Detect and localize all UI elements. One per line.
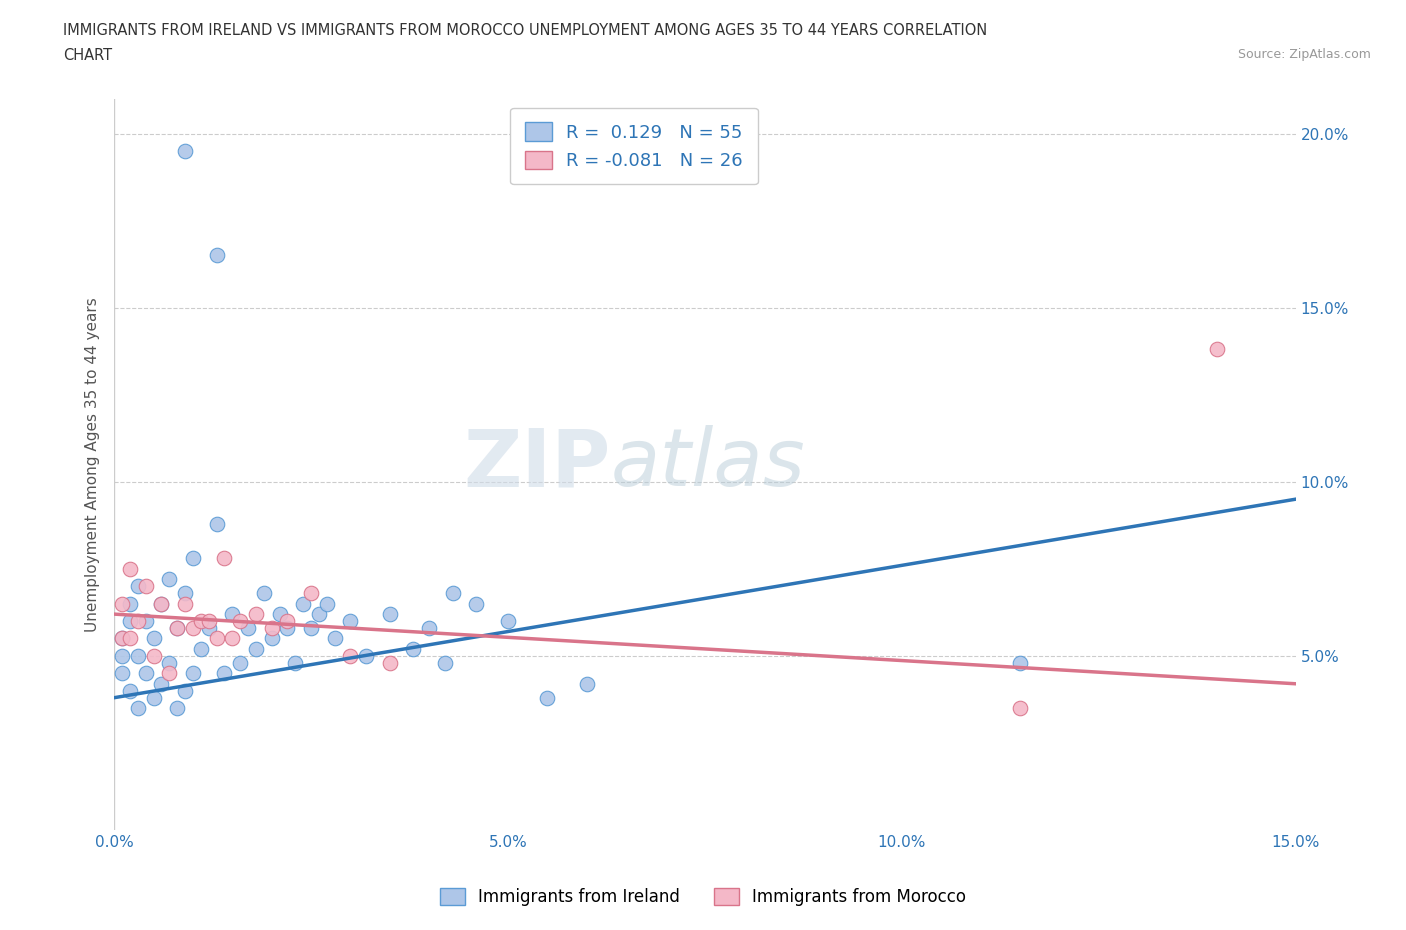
Point — [378, 606, 401, 621]
Point — [575, 676, 598, 691]
Point — [496, 614, 519, 629]
Point — [236, 620, 259, 635]
Point — [166, 620, 188, 635]
Point — [253, 586, 276, 601]
Point — [174, 684, 197, 698]
Point — [150, 596, 173, 611]
Point — [142, 648, 165, 663]
Point — [197, 620, 219, 635]
Point — [418, 620, 440, 635]
Point — [221, 606, 243, 621]
Point — [127, 614, 149, 629]
Point — [214, 551, 236, 565]
Point — [127, 578, 149, 593]
Point — [260, 631, 283, 646]
Point — [299, 586, 322, 601]
Point — [197, 614, 219, 629]
Point — [111, 631, 134, 646]
Point — [181, 620, 204, 635]
Point — [221, 631, 243, 646]
Point — [229, 614, 252, 629]
Text: atlas: atlas — [610, 425, 806, 503]
Point — [402, 642, 425, 657]
Point — [118, 562, 141, 577]
Point — [174, 143, 197, 158]
Point — [118, 614, 141, 629]
Point — [245, 606, 267, 621]
Point — [150, 596, 173, 611]
Point — [378, 656, 401, 671]
Legend: Immigrants from Ireland, Immigrants from Morocco: Immigrants from Ireland, Immigrants from… — [433, 881, 973, 912]
Point — [142, 631, 165, 646]
Text: IMMIGRANTS FROM IRELAND VS IMMIGRANTS FROM MOROCCO UNEMPLOYMENT AMONG AGES 35 TO: IMMIGRANTS FROM IRELAND VS IMMIGRANTS FR… — [63, 23, 987, 38]
Point — [135, 578, 157, 593]
Point — [174, 586, 197, 601]
Text: CHART: CHART — [63, 48, 112, 63]
Point — [111, 596, 134, 611]
Point — [299, 620, 322, 635]
Point — [433, 656, 456, 671]
Legend: R =  0.129   N = 55, R = -0.081   N = 26: R = 0.129 N = 55, R = -0.081 N = 26 — [510, 108, 758, 184]
Point — [339, 614, 361, 629]
Point — [292, 596, 315, 611]
Point — [157, 572, 180, 587]
Point — [181, 666, 204, 681]
Point — [135, 666, 157, 681]
Text: Source: ZipAtlas.com: Source: ZipAtlas.com — [1237, 48, 1371, 61]
Point — [465, 596, 488, 611]
Point — [308, 606, 330, 621]
Point — [142, 690, 165, 705]
Point — [157, 656, 180, 671]
Point — [1205, 342, 1227, 357]
Point — [260, 620, 283, 635]
Point — [157, 666, 180, 681]
Point — [536, 690, 558, 705]
Point — [214, 666, 236, 681]
Point — [245, 642, 267, 657]
Y-axis label: Unemployment Among Ages 35 to 44 years: Unemployment Among Ages 35 to 44 years — [86, 297, 100, 631]
Point — [323, 631, 346, 646]
Point — [118, 631, 141, 646]
Point — [205, 516, 228, 531]
Point — [354, 648, 377, 663]
Point — [269, 606, 291, 621]
Text: ZIP: ZIP — [463, 425, 610, 503]
Point — [111, 648, 134, 663]
Point — [181, 551, 204, 565]
Point — [118, 684, 141, 698]
Point — [118, 596, 141, 611]
Point — [441, 586, 464, 601]
Point — [276, 620, 298, 635]
Point — [150, 676, 173, 691]
Point — [315, 596, 337, 611]
Point — [111, 666, 134, 681]
Point — [1008, 700, 1031, 715]
Point — [135, 614, 157, 629]
Point — [1008, 656, 1031, 671]
Point — [205, 631, 228, 646]
Point — [127, 700, 149, 715]
Point — [205, 248, 228, 263]
Point — [190, 614, 212, 629]
Point — [127, 648, 149, 663]
Point — [174, 596, 197, 611]
Point — [284, 656, 307, 671]
Point — [166, 620, 188, 635]
Point — [166, 700, 188, 715]
Point — [190, 642, 212, 657]
Point — [111, 631, 134, 646]
Point — [276, 614, 298, 629]
Point — [339, 648, 361, 663]
Point — [229, 656, 252, 671]
